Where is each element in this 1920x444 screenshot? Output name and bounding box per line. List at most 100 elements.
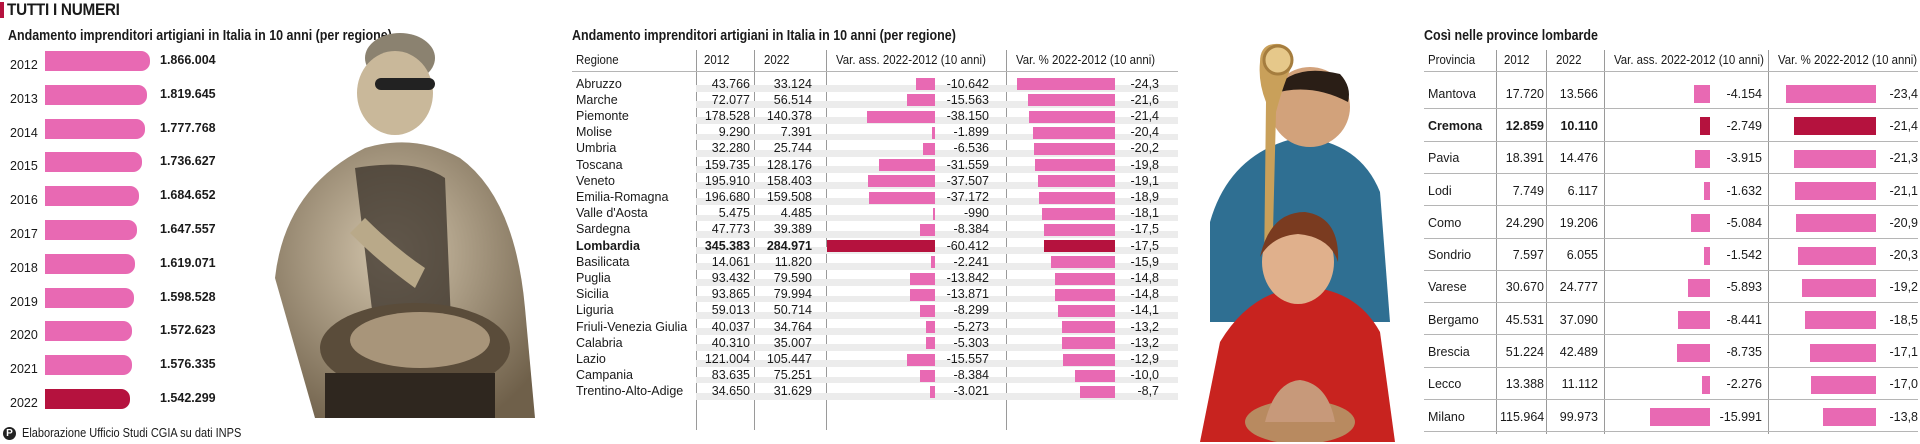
abs-change-label: -8.735 — [1726, 345, 1762, 360]
row-value-2012: 17.720 — [1505, 86, 1544, 101]
abs-change-label: -8.299 — [953, 303, 989, 318]
abs-change-bar — [1695, 149, 1710, 168]
row-value-2022: 158.403 — [766, 173, 812, 188]
row-value-2022: 6.055 — [1566, 248, 1598, 263]
row-name: Sardegna — [576, 222, 631, 237]
pct-change-bar — [1038, 191, 1115, 204]
abs-change-label: -5.084 — [1726, 215, 1762, 230]
abs-change-label: -60.412 — [946, 238, 989, 253]
abs-change-label: -15.563 — [946, 92, 989, 107]
row-value-2012: 47.773 — [711, 222, 750, 237]
row-value-2012: 121.004 — [704, 352, 750, 366]
row-stripe — [696, 101, 1178, 108]
row-value-2012: 72.077 — [711, 92, 750, 107]
row-value-2012: 159.735 — [704, 157, 750, 172]
row-value-2012: 40.310 — [711, 335, 750, 350]
abs-change-bar — [916, 78, 935, 91]
abs-change-bar — [923, 142, 935, 155]
row-value-2012: 30.670 — [1505, 280, 1544, 295]
row-value-2012: 345.383 — [704, 238, 750, 253]
column-header: 2022 — [1556, 52, 1582, 67]
regions-table-title: Andamento imprenditori artigiani in Ital… — [572, 28, 956, 44]
abs-change-bar — [910, 272, 935, 285]
row-stripe — [696, 230, 1178, 238]
column-divider — [1546, 50, 1547, 434]
row-value-2022: 14.476 — [1559, 151, 1598, 166]
year-bar — [45, 253, 135, 274]
year-label: 2019 — [10, 294, 38, 309]
header-accent-bar — [0, 2, 4, 18]
row-value-2022: 56.514 — [773, 92, 812, 107]
abs-change-label: -5.303 — [953, 335, 989, 350]
pct-change-bar — [1074, 369, 1115, 382]
row-value-2022: 11.112 — [1561, 377, 1598, 392]
row-name: Como — [1428, 215, 1462, 230]
year-label: 2016 — [10, 193, 38, 208]
row-value-2012: 32.280 — [711, 141, 750, 156]
year-value-label: 1.819.645 — [160, 86, 216, 101]
abs-change-label: -1.899 — [953, 125, 989, 140]
abs-change-label: -5.893 — [1726, 280, 1762, 295]
row-value-2022: 79.994 — [773, 287, 812, 302]
abs-change-bar — [920, 304, 935, 317]
row-value-2012: 93.432 — [711, 271, 750, 285]
row-name: Sicilia — [576, 287, 609, 302]
row-stripe — [696, 344, 1178, 351]
row-value-2012: 51.224 — [1505, 345, 1544, 360]
year-label: 2013 — [10, 91, 38, 106]
year-value-label: 1.619.071 — [160, 255, 216, 270]
row-name: Abruzzo — [576, 76, 622, 91]
pct-change-bar — [1061, 321, 1115, 334]
row-stripe — [696, 149, 1178, 157]
row-value-2012: 18.391 — [1505, 151, 1544, 166]
row-stripe — [696, 295, 1178, 303]
column-header: Var. ass. 2022-2012 (10 anni) — [1614, 52, 1764, 67]
pct-change-bar — [1042, 207, 1115, 220]
pct-change-label: -19,8 — [1130, 157, 1160, 172]
pct-change-label: -21,4 — [1889, 118, 1919, 133]
abs-change-bar — [925, 337, 935, 350]
pct-change-bar — [1033, 142, 1115, 155]
row-value-2022: 284.971 — [766, 238, 812, 253]
column-header: 2022 — [764, 52, 790, 67]
pct-change-bar — [1032, 126, 1115, 139]
pct-change-bar — [1810, 375, 1876, 394]
year-bar — [45, 389, 130, 409]
year-value-label: 1.866.004 — [160, 53, 216, 67]
abs-change-bar — [866, 110, 935, 123]
row-name: Toscana — [576, 157, 623, 172]
row-name: Liguria — [576, 303, 614, 318]
abs-change-bar — [931, 126, 935, 139]
pct-change-label: -21,4 — [1130, 109, 1160, 123]
row-divider — [1424, 431, 1918, 433]
abs-change-bar — [910, 288, 935, 301]
abs-change-label: -2.749 — [1726, 118, 1762, 133]
pct-change-label: -20,9 — [1889, 215, 1919, 230]
column-header: Var. ass. 2022-2012 (10 anni) — [836, 52, 986, 67]
column-header: Regione — [576, 52, 619, 67]
row-name: Emilia-Romagna — [576, 190, 669, 204]
row-name: Milano — [1428, 409, 1465, 424]
year-label: 2022 — [10, 396, 38, 410]
row-value-2012: 13.388 — [1505, 377, 1544, 392]
pct-change-label: -18,1 — [1130, 206, 1160, 221]
column-divider — [1604, 50, 1605, 434]
row-stripe — [696, 84, 1178, 92]
column-header: 2012 — [1504, 52, 1530, 67]
abs-change-label: -4.154 — [1726, 86, 1762, 101]
row-name: Campania — [576, 368, 633, 383]
abs-change-label: -13.842 — [946, 271, 989, 285]
row-value-2012: 34.650 — [711, 384, 750, 399]
pct-change-bar — [1061, 337, 1115, 350]
row-value-2022: 79.590 — [773, 271, 812, 285]
row-value-2022: 105.447 — [766, 352, 812, 366]
row-value-2012: 14.061 — [711, 254, 750, 269]
row-value-2022: 4.485 — [780, 206, 812, 221]
year-label: 2012 — [10, 58, 38, 72]
abs-change-label: -2.241 — [953, 254, 989, 269]
row-divider — [1424, 269, 1918, 271]
abs-change-bar — [1690, 214, 1710, 233]
abs-change-label: -3.021 — [953, 384, 989, 399]
year-value-label: 1.598.528 — [160, 289, 216, 304]
row-value-2012: 115.964 — [1500, 409, 1545, 424]
